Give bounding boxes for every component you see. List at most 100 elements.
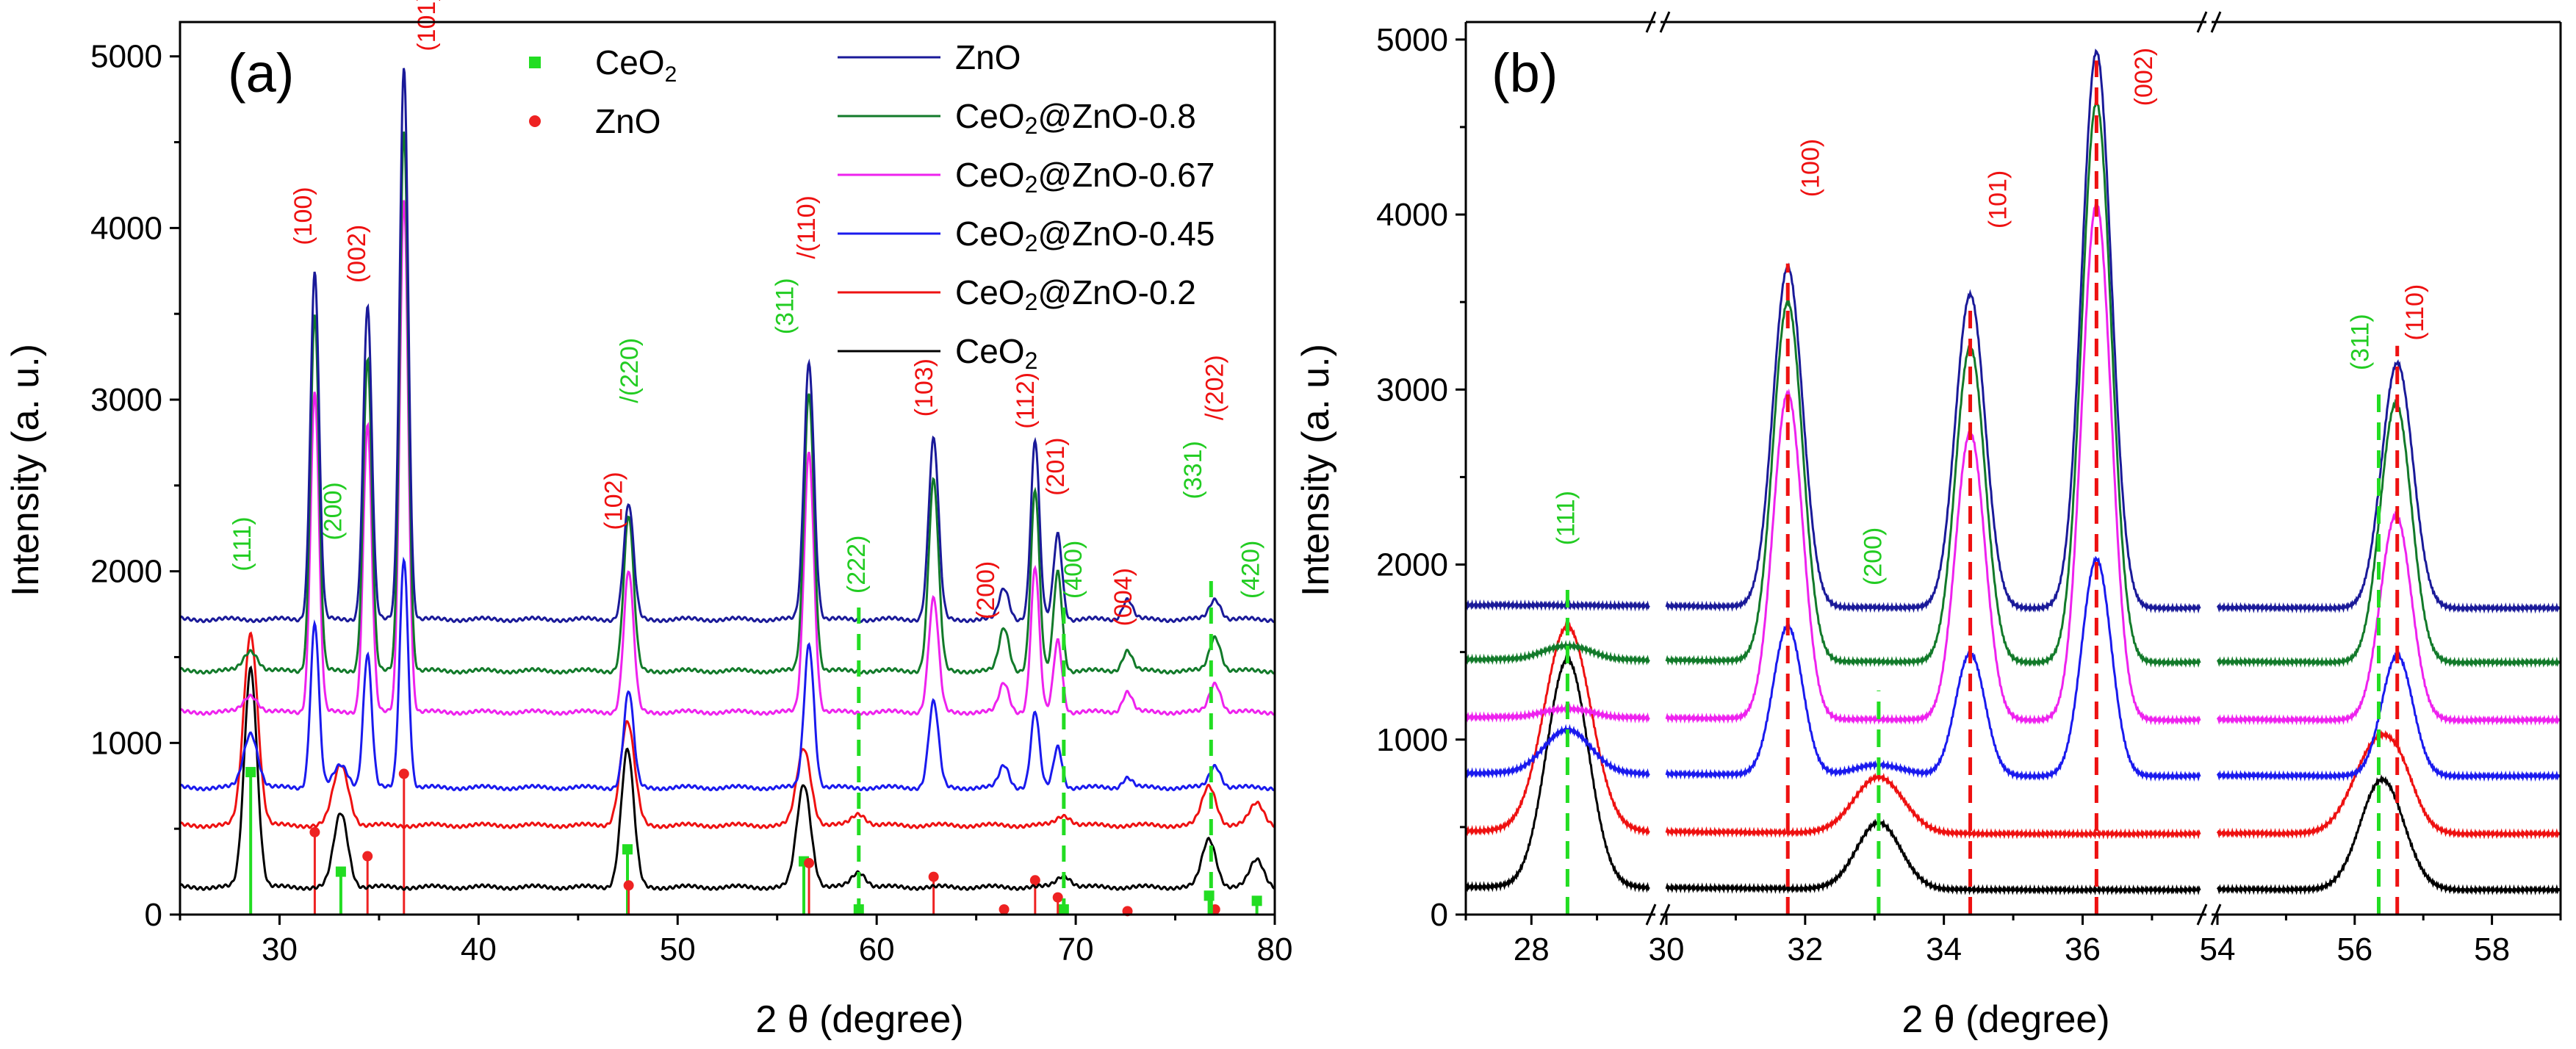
hkl-annotation: (101) [413, 0, 441, 51]
x-tick-label: 28 [1514, 931, 1550, 967]
hkl-annotation: (331) [1179, 441, 1207, 499]
ref-bar-ceo2 [245, 767, 256, 915]
x-tick-label: 80 [1257, 931, 1293, 967]
hkl-annotation: /(202) [1201, 355, 1229, 420]
ref-bar-ceo2 [1204, 890, 1215, 915]
series-line-ceo2-zno-0-45 [1464, 555, 2561, 782]
series-line-ceo2-zno-0-2 [179, 631, 1276, 829]
y-tick-label: 0 [145, 897, 162, 933]
x-tick-label: 60 [859, 931, 895, 967]
y-tick-label: 5000 [90, 39, 162, 75]
panel-b-label: (b) [1492, 43, 1558, 104]
series-line-ceo2-zno-0-45 [179, 556, 1276, 792]
legend-label: ZnO [595, 102, 661, 140]
y-tick-label: 2000 [90, 554, 162, 590]
ref-bar-zno [362, 851, 373, 915]
series-line-zno [179, 68, 1276, 624]
legend-label: CeO2@ZnO-0.2 [955, 273, 1196, 315]
ref-bar-zno [804, 857, 815, 915]
y-tick-label: 4000 [90, 210, 162, 246]
y-tick-label: 1000 [1376, 722, 1448, 758]
hkl-annotation: /(110) [793, 195, 821, 259]
legend-label: CeO2@ZnO-0.67 [955, 156, 1215, 198]
panel-b-x-axis-title: 2 θ (degree) [1902, 998, 2109, 1041]
x-tick-label: 30 [1649, 931, 1685, 967]
axis-break-mark [2196, 11, 2208, 33]
legend-marker-zno [529, 115, 541, 127]
panel-a-x-axis-title: 2 θ (degree) [755, 998, 963, 1041]
y-tick-label: 0 [1431, 897, 1448, 933]
hkl-annotation: (112) [1012, 372, 1040, 429]
ref-bar-zno [309, 826, 320, 915]
hkl-annotation: (111) [229, 516, 256, 571]
axis-break-mark [1645, 11, 1657, 33]
axis-break-mark [1645, 904, 1657, 926]
panel-a-y-axis-title: Intensity (a. u.) [4, 344, 47, 596]
ref-bar-zno [398, 768, 409, 915]
hkl-annotation: (400) [1059, 541, 1087, 599]
hkl-annotation: /(220) [616, 338, 644, 403]
axis-break-mark [1659, 11, 1671, 33]
series-line-ceo2 [179, 665, 1276, 892]
hkl-annotation: (311) [771, 278, 799, 334]
ref-bar-zno [999, 904, 1010, 915]
x-tick-label: 50 [660, 931, 696, 967]
hkl-annotation: (420) [1237, 541, 1264, 599]
panel-a-frame [179, 21, 1276, 916]
hkl-annotation: (111) [1552, 491, 1580, 545]
y-tick-label: 3000 [1376, 372, 1448, 408]
axis-break-mark [2196, 904, 2208, 926]
y-tick-label: 2000 [1376, 547, 1448, 583]
legend-marker-ceo2 [529, 57, 541, 68]
series-line-ceo2-zno-0-67 [179, 200, 1276, 716]
ref-bar-ceo2 [622, 844, 633, 915]
series-line-ceo2 [1464, 655, 2561, 896]
hkl-annotation: (002) [2130, 48, 2158, 106]
x-tick-label: 36 [2065, 931, 2101, 967]
ref-bar-zno [1029, 875, 1040, 915]
x-tick-label: 54 [2200, 931, 2236, 967]
panel-a-label: (a) [228, 43, 294, 104]
x-tick-label: 40 [461, 931, 497, 967]
series-line-ceo2-zno-0-8 [1464, 99, 2561, 668]
legend-label: CeO2 [955, 332, 1037, 374]
hkl-annotation: (100) [289, 187, 317, 245]
y-tick-label: 5000 [1376, 22, 1448, 58]
ref-bar-zno [1052, 892, 1063, 915]
hkl-annotation: (311) [2346, 314, 2374, 370]
x-tick-label: 70 [1058, 931, 1094, 967]
ref-bar-zno [928, 871, 939, 915]
ref-bar-zno [623, 880, 634, 915]
y-tick-label: 4000 [1376, 197, 1448, 233]
hkl-annotation: (004) [1109, 568, 1137, 626]
hkl-annotation: (101) [1985, 170, 2012, 228]
series-line-zno [1464, 48, 2561, 614]
y-tick-label: 1000 [90, 725, 162, 761]
hkl-annotation: (100) [1797, 139, 1825, 197]
axis-break-mark [2210, 904, 2222, 926]
hkl-annotation: (002) [343, 225, 371, 283]
legend-label: CeO2 [595, 43, 677, 87]
hkl-annotation: (201) [1042, 438, 1070, 496]
panel-a: (111) (200) (100) (002) (101) (102) /(220) (311… [4, 0, 1292, 1041]
hkl-annotation: (200) [1860, 527, 1888, 585]
axis-break-mark [1659, 904, 1671, 926]
x-tick-label: 58 [2474, 931, 2510, 967]
series-line-ceo2-zno-0-67 [1464, 201, 2561, 726]
panel-a-legend: CeO2 ZnO ZnO CeO2@ZnO-0.8 CeO2@ZnO-0.67 CeO2@… [529, 38, 1215, 374]
x-tick-label: 56 [2336, 931, 2372, 967]
legend-label: ZnO [955, 38, 1021, 76]
x-tick-label: 32 [1787, 931, 1823, 967]
hkl-annotation: (200) [319, 482, 347, 540]
hkl-annotation: (110) [2401, 284, 2429, 341]
hkl-annotation: (102) [600, 472, 627, 530]
y-tick-label: 3000 [90, 382, 162, 418]
hkl-annotation: (222) [843, 536, 871, 594]
legend-label: CeO2@ZnO-0.8 [955, 97, 1196, 139]
x-tick-label: 34 [1926, 931, 1962, 967]
hkl-annotation: (200) [972, 561, 1000, 619]
axis-break-mark [2210, 11, 2222, 33]
ref-bar-ceo2 [335, 866, 346, 915]
panel-b: (111) (200) (100) (101) (002) (311) (110) 28 30… [1295, 11, 2562, 1041]
